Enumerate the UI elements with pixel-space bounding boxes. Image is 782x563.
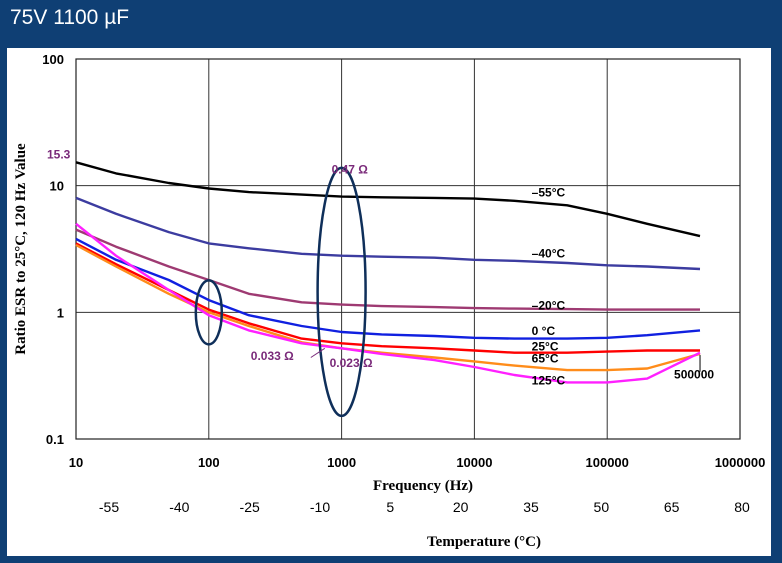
y-tick-label: 1 bbox=[57, 305, 64, 320]
series-label: 0 °C bbox=[532, 324, 556, 338]
temperature-axis-title: Temperature (°C) bbox=[427, 534, 541, 550]
series-line-1 bbox=[75, 196, 701, 271]
y-tick-label: 100 bbox=[42, 52, 64, 67]
series-label: 65°C bbox=[532, 352, 559, 366]
temperature-tick-label: 20 bbox=[453, 499, 469, 515]
x-tick-label: 100000 bbox=[586, 455, 629, 470]
annotation-leader bbox=[310, 347, 326, 358]
series-line-6 bbox=[75, 222, 701, 384]
series-lines bbox=[75, 161, 701, 384]
series-label: –20°C bbox=[532, 299, 566, 313]
grid-lines bbox=[75, 58, 741, 440]
annotation-0033: 0.033 Ω bbox=[251, 349, 294, 363]
plot-border bbox=[75, 58, 741, 440]
esr-chart: 10 100 1000 10000 100000 1000000 0.1 1 10 100 –55°… bbox=[13, 52, 765, 550]
temperature-tick-label: 35 bbox=[523, 499, 539, 515]
temperature-tick-label: 80 bbox=[734, 499, 750, 515]
temperature-tick-label: -55 bbox=[99, 499, 119, 515]
chart-panel: 10 100 1000 10000 100000 1000000 0.1 1 10 100 –55°… bbox=[7, 48, 771, 556]
temperature-tick-label: -25 bbox=[240, 499, 260, 515]
page-title: 75V 1100 µF bbox=[10, 6, 130, 29]
highlight-ellipse-1000hz bbox=[316, 166, 367, 418]
series-line-4 bbox=[75, 242, 700, 354]
series-line-3 bbox=[75, 237, 701, 340]
y-tick-label: 10 bbox=[50, 179, 64, 194]
y-tick-label: 0.1 bbox=[46, 432, 64, 447]
annotation-500000: 500000 bbox=[674, 368, 714, 382]
temperature-tick-label: 65 bbox=[664, 499, 680, 515]
series-label: –55°C bbox=[532, 186, 566, 200]
annotation-0023: 0.023 Ω bbox=[330, 356, 373, 370]
x-axis-title: Frequency (Hz) bbox=[373, 478, 473, 494]
highlight-ellipses bbox=[194, 166, 367, 418]
series-label: 125°C bbox=[532, 373, 566, 387]
temperature-tick-label: -10 bbox=[310, 499, 330, 515]
series-label: 25°C bbox=[532, 339, 559, 353]
x-tick-label: 10 bbox=[69, 455, 83, 470]
y-axis-title: Ratio ESR to 25°C, 120 Hz Value bbox=[13, 143, 29, 355]
x-tick-label: 10000 bbox=[456, 455, 492, 470]
highlight-ellipse-100hz bbox=[194, 279, 224, 346]
x-tick-label: 1000000 bbox=[715, 455, 766, 470]
temperature-tick-label: 5 bbox=[386, 499, 394, 515]
series-line-2 bbox=[75, 228, 700, 311]
annotation-047: 0.47 Ω bbox=[332, 162, 369, 176]
x-tick-label: 100 bbox=[198, 455, 220, 470]
annotation-15-3: 15.3 bbox=[47, 147, 71, 161]
x-tick-label: 1000 bbox=[327, 455, 356, 470]
labels: 10 100 1000 10000 100000 1000000 0.1 1 10 100 –55°… bbox=[13, 52, 765, 550]
temperature-tick-label: -40 bbox=[169, 499, 189, 515]
series-label: –40°C bbox=[532, 247, 566, 261]
temperature-tick-label: 50 bbox=[594, 499, 610, 515]
series-line-0 bbox=[75, 161, 701, 238]
